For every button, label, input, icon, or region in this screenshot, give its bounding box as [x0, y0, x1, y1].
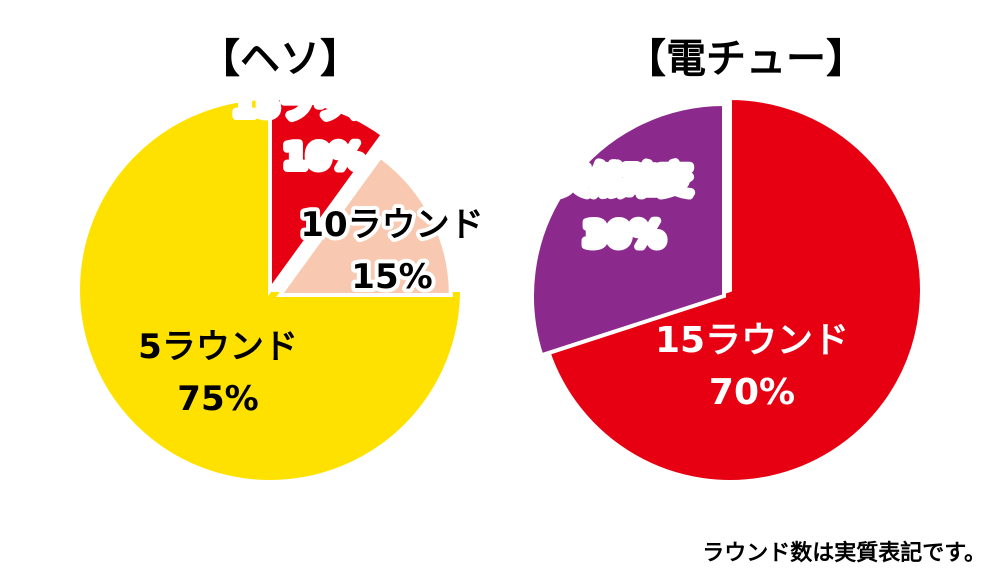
heso-slice-2	[76, 95, 465, 484]
denchu-slice-0-value: 70%	[709, 372, 795, 413]
heso-slice-1-label: 10ラウンド	[300, 205, 483, 245]
denchu-chart-title: 【電チュー】	[626, 36, 866, 82]
heso-chart-title: 【ヘソ】	[200, 36, 360, 82]
denchu-pie: 15ラウンド 70% 突然確変 30%	[530, 95, 924, 484]
heso-slice-1-value: 15%	[351, 257, 432, 297]
heso-slice-0-value: 10%	[283, 137, 364, 177]
denchu-slice-0	[544, 95, 924, 484]
denchu-slice-1	[530, 101, 726, 358]
heso-slice-2-label: 5ラウンド	[138, 327, 298, 367]
denchu-slice-0-label: 15ラウンド	[655, 320, 849, 361]
denchu-slice-1-value: 30%	[583, 215, 664, 255]
heso-slice-0-label: 15ラウンド	[232, 85, 415, 125]
footnote: ラウンド数は実質表記です。	[702, 541, 986, 566]
heso-slice-2-value: 75%	[177, 379, 258, 419]
heso-slice-1	[276, 153, 453, 297]
heso-slice-0	[268, 95, 386, 297]
denchu-slice-1-label: 突然確変	[556, 161, 692, 201]
heso-pie: 15ラウンド 10% 10ラウンド 15% 5ラウンド 75%	[76, 81, 488, 484]
